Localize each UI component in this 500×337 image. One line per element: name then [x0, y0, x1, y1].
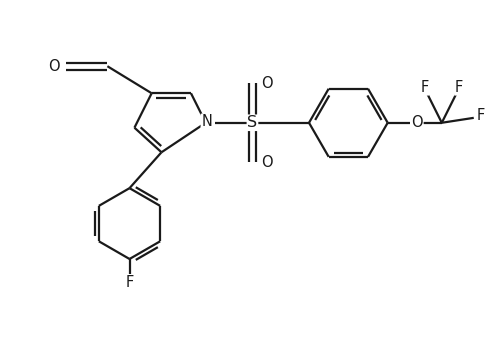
Text: N: N	[202, 114, 212, 129]
Text: F: F	[420, 80, 428, 95]
Text: F: F	[455, 80, 463, 95]
Text: S: S	[248, 115, 258, 130]
Text: O: O	[262, 155, 273, 170]
Text: O: O	[48, 59, 60, 74]
Text: O: O	[412, 115, 423, 130]
Text: F: F	[477, 108, 486, 123]
Text: F: F	[126, 275, 134, 290]
Text: O: O	[262, 76, 273, 91]
